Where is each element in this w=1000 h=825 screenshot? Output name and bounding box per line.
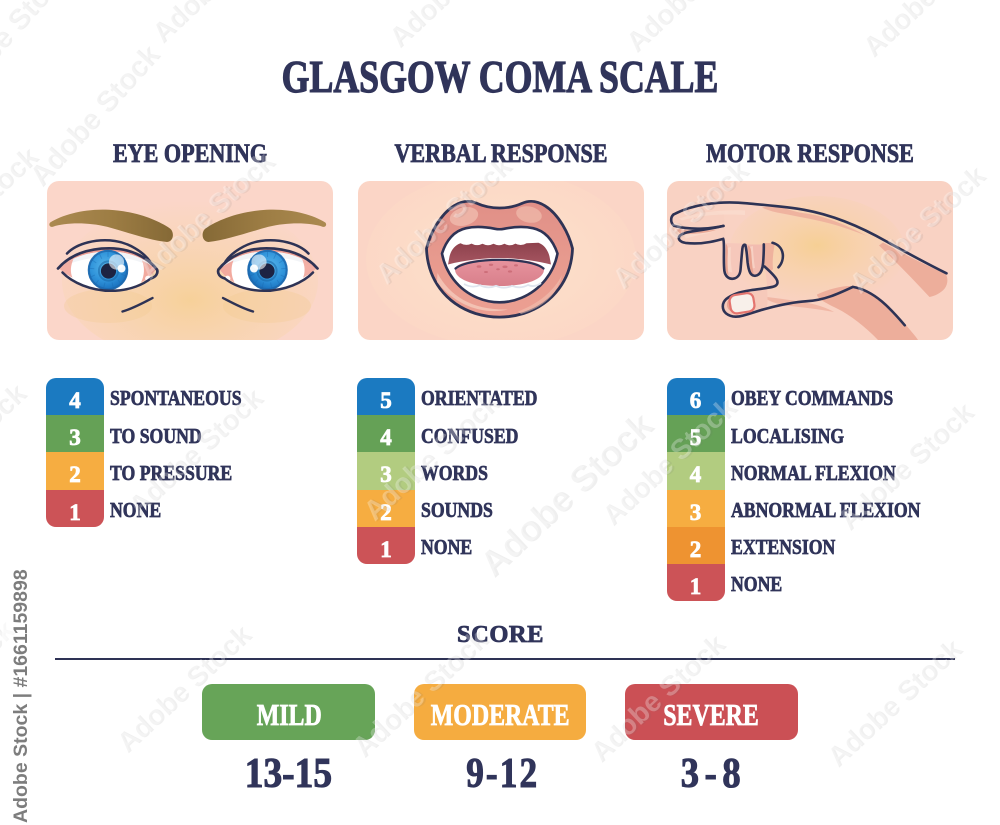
svg-text:Adobe Stock: Adobe Stock bbox=[0, 0, 54, 44]
svg-text:Adobe Stock: Adobe Stock bbox=[147, 0, 294, 48]
svg-text:Adobe Stock: Adobe Stock bbox=[0, 141, 42, 281]
svg-text:Adobe Stock: Adobe Stock bbox=[618, 0, 765, 58]
svg-text:Adobe Stock: Adobe Stock bbox=[381, 0, 528, 53]
svg-text:Adobe Stock: Adobe Stock bbox=[822, 633, 969, 773]
svg-text:Adobe Stock: Adobe Stock bbox=[383, 0, 530, 53]
svg-text:Adobe Stock: Adobe Stock bbox=[144, 0, 291, 48]
svg-text:Adobe Stock: Adobe Stock bbox=[0, 0, 79, 110]
svg-text:Adobe Stock: Adobe Stock bbox=[620, 0, 767, 58]
svg-text:Adobe Stock: Adobe Stock bbox=[0, 377, 33, 517]
svg-text:Adobe Stock: Adobe Stock bbox=[0, 141, 45, 281]
svg-text:Adobe Stock | #1661159898: Adobe Stock | #1661159898 bbox=[10, 569, 32, 823]
svg-text:Adobe Stock: Adobe Stock bbox=[0, 377, 31, 517]
svg-text:Adobe Stock: Adobe Stock bbox=[0, 0, 56, 44]
svg-text:Adobe Stock: Adobe Stock bbox=[820, 633, 967, 773]
svg-text:Adobe Stock: Adobe Stock bbox=[0, 0, 77, 111]
